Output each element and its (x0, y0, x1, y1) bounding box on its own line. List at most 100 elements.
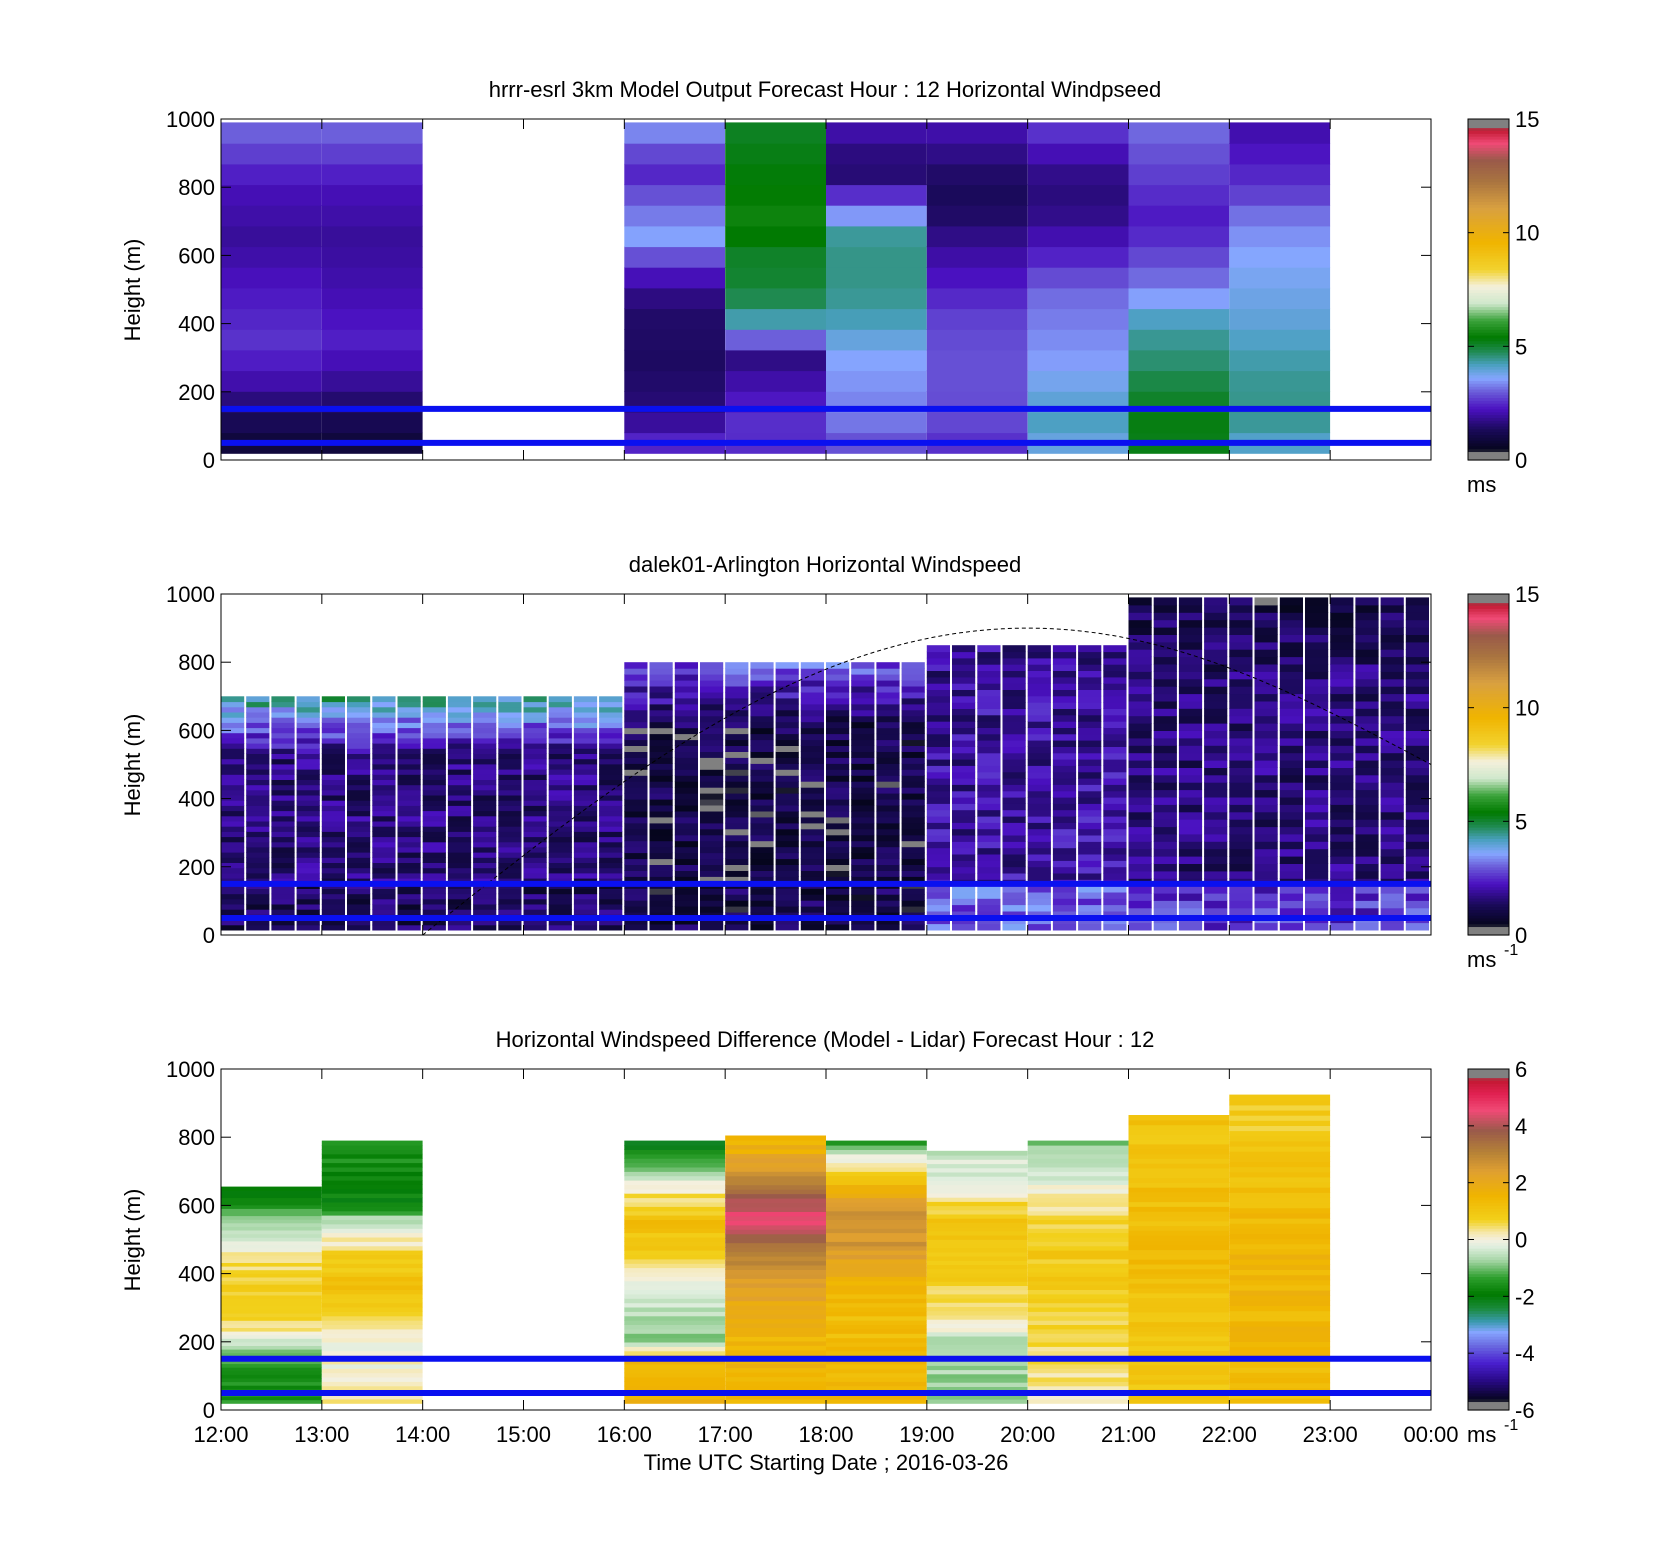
heatmap-cell (1078, 898, 1102, 906)
heatmap-cell (523, 867, 547, 874)
colorbar-segment (1468, 1140, 1509, 1144)
heatmap-cell (624, 225, 726, 248)
heatmap-cell (800, 906, 824, 913)
heatmap-cell (725, 1336, 826, 1342)
heatmap-cell (599, 794, 623, 801)
heatmap-cell (1027, 1245, 1129, 1251)
heatmap-cell (1178, 900, 1203, 909)
heatmap-cell (372, 711, 396, 718)
heatmap-cell (221, 1359, 322, 1365)
heatmap-cell (422, 737, 446, 744)
heatmap-cell (221, 1280, 322, 1285)
heatmap-cell (1229, 760, 1253, 768)
heatmap-cell (321, 1215, 423, 1220)
heatmap-cell (321, 722, 345, 729)
heatmap-cell (573, 826, 598, 832)
colorbar-segment (1468, 190, 1509, 194)
heatmap-cell (624, 1350, 726, 1356)
heatmap-cell (1052, 854, 1077, 861)
heatmap-cell (1103, 860, 1127, 868)
heatmap-cell (1204, 715, 1228, 724)
heatmap-cell (523, 789, 547, 796)
heatmap-cell (221, 163, 322, 186)
heatmap-cell (523, 711, 547, 718)
heatmap-cell (1027, 683, 1051, 690)
colorbar-segment (1468, 425, 1509, 430)
heatmap-cell (296, 810, 320, 817)
heatmap-cell (1027, 835, 1051, 842)
heatmap-cell (548, 706, 572, 713)
heatmap-cell (1405, 774, 1429, 783)
colorbar-segment (1468, 1128, 1509, 1133)
heatmap-cell (1204, 811, 1228, 820)
heatmap-cell (851, 757, 875, 764)
heatmap-cell (1052, 765, 1077, 773)
heatmap-cell (422, 769, 446, 775)
heatmap-cell (624, 1258, 726, 1264)
heatmap-cell (926, 1377, 1028, 1383)
heatmap-cell (1027, 695, 1051, 703)
heatmap-cell (221, 205, 322, 227)
heatmap-cell (1279, 796, 1303, 805)
heatmap-cell (1128, 143, 1230, 165)
heatmap-cell (775, 846, 799, 854)
heatmap-cell (1027, 1223, 1129, 1229)
heatmap-cell (422, 831, 446, 838)
colorbar-segment (1468, 1290, 1509, 1295)
heatmap-cell (1027, 1333, 1129, 1339)
heatmap-cell (977, 708, 1001, 716)
heatmap-cell (901, 739, 925, 746)
heatmap-cell (1229, 1125, 1331, 1132)
heatmap-cell (1380, 678, 1404, 687)
colorbar-segment (1468, 693, 1509, 697)
heatmap-cell (649, 739, 673, 746)
heatmap-cell (1330, 649, 1354, 658)
heatmap-cell (1305, 804, 1329, 813)
heatmap-cell (1279, 885, 1303, 894)
heatmap-cell (624, 246, 726, 268)
heatmap-cell (1229, 267, 1331, 289)
heatmap-cell (725, 1278, 826, 1284)
heatmap-cell (1380, 811, 1404, 820)
heatmap-cell (926, 1226, 1028, 1232)
colorbar-segment (1468, 602, 1509, 606)
heatmap-cell (1078, 866, 1102, 874)
heatmap-cell (800, 715, 824, 723)
heatmap-cell (674, 727, 698, 735)
heatmap-cell (573, 769, 598, 775)
heatmap-cell (296, 903, 320, 910)
heatmap-cell (926, 891, 950, 899)
heatmap-cell (221, 748, 245, 754)
colorbar-segment (1468, 702, 1509, 706)
heatmap-cell (1254, 819, 1278, 828)
heatmap-cell (926, 765, 950, 773)
heatmap-cell (1405, 804, 1429, 813)
heatmap-cell (725, 1314, 826, 1320)
heatmap-cell (321, 909, 345, 915)
heatmap-cell (826, 1350, 927, 1356)
heatmap-cell (422, 722, 446, 729)
heatmap-cell (347, 789, 371, 796)
heatmap-cell (1128, 715, 1152, 724)
colorbar-segment (1468, 761, 1509, 766)
heatmap-cell (851, 900, 875, 907)
heatmap-cell (1330, 678, 1354, 687)
heatmap-cell (1204, 833, 1228, 842)
heatmap-cell (321, 1245, 423, 1251)
heatmap-cell (523, 888, 547, 895)
heatmap-cell (1254, 612, 1278, 621)
heatmap-cell (447, 722, 472, 729)
heatmap-cell (826, 1206, 927, 1212)
heatmap-cell (1330, 826, 1354, 835)
heatmap-cell (599, 743, 623, 749)
heatmap-cell (1204, 663, 1228, 672)
heatmap-cell (1178, 708, 1203, 717)
heatmap-cell (1027, 1197, 1129, 1203)
heatmap-cell (1128, 246, 1230, 268)
heatmap-cell (926, 689, 950, 697)
heatmap-cell (725, 1242, 826, 1248)
heatmap-cell (221, 1222, 322, 1227)
heatmap-cell (674, 840, 698, 848)
heatmap-cell (221, 329, 322, 351)
